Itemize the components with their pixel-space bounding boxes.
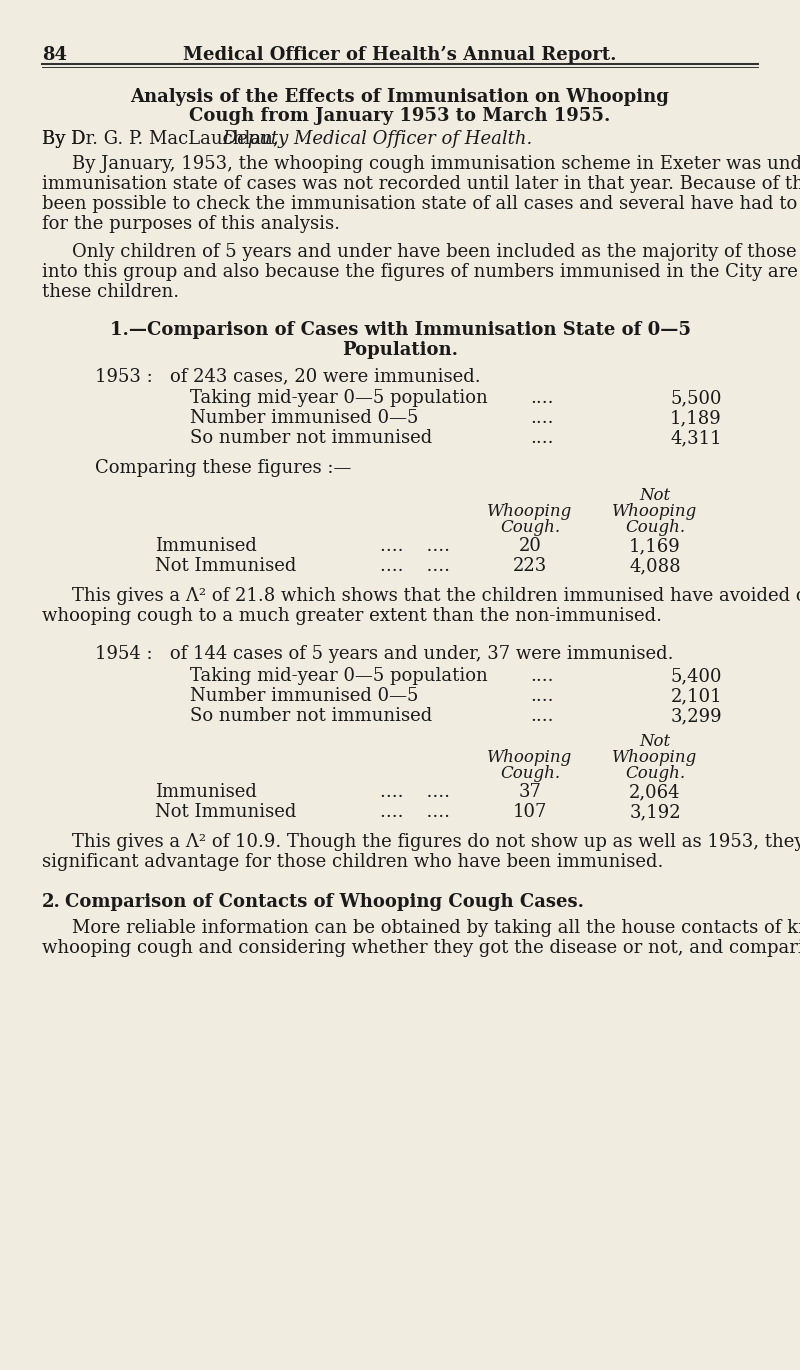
Text: Deputy Medical Officer of Health.: Deputy Medical Officer of Health. (217, 130, 532, 148)
Text: Not: Not (639, 486, 670, 504)
Text: Not: Not (639, 733, 670, 749)
Text: This gives a Λ² of 10.9. Though the figures do not show up as well as 1953, they: This gives a Λ² of 10.9. Though the figu… (72, 833, 800, 851)
Text: 2.: 2. (42, 893, 61, 911)
Text: ....    ....: .... .... (380, 784, 450, 801)
Text: Comparison of Contacts of Whooping Cough Cases.: Comparison of Contacts of Whooping Cough… (65, 893, 584, 911)
Text: 1954 :   of 144 cases of 5 years and under, 37 were immunised.: 1954 : of 144 cases of 5 years and under… (95, 645, 674, 663)
Text: ....: .... (530, 389, 554, 407)
Text: Immunised: Immunised (155, 784, 257, 801)
Text: 1,189: 1,189 (670, 410, 722, 427)
Text: Immunised: Immunised (155, 537, 257, 555)
Text: Number immunised 0—5: Number immunised 0—5 (190, 410, 418, 427)
Text: 4,088: 4,088 (629, 558, 681, 575)
Text: 223: 223 (513, 558, 547, 575)
Text: 3,192: 3,192 (629, 803, 681, 821)
Text: By January, 1953, the whooping cough immunisation scheme in Exeter was under way: By January, 1953, the whooping cough imm… (72, 155, 800, 173)
Text: ....: .... (530, 410, 554, 427)
Text: these children.: these children. (42, 284, 179, 301)
Text: Only children of 5 years and under have been included as the majority of those i: Only children of 5 years and under have … (72, 242, 800, 262)
Text: into this group and also because the figures of numbers immunised in the City ar: into this group and also because the fig… (42, 263, 800, 281)
Text: Number immunised 0—5: Number immunised 0—5 (190, 686, 418, 706)
Text: Taking mid-year 0—5 population: Taking mid-year 0—5 population (190, 667, 488, 685)
Text: ....: .... (530, 429, 554, 447)
Text: Cough.: Cough. (625, 764, 685, 782)
Text: So number not immunised: So number not immunised (190, 707, 432, 725)
Text: Whooping: Whooping (612, 503, 698, 521)
Text: Whooping: Whooping (612, 749, 698, 766)
Text: been possible to check the immunisation state of all cases and several have had : been possible to check the immunisation … (42, 195, 800, 212)
Text: 5,400: 5,400 (670, 667, 722, 685)
Text: 3,299: 3,299 (670, 707, 722, 725)
Text: This gives a Λ² of 21.8 which shows that the children immunised have avoided con: This gives a Λ² of 21.8 which shows that… (72, 586, 800, 606)
Text: 2,064: 2,064 (630, 784, 681, 801)
Text: Analysis of the Effects of Immunisation on Whooping: Analysis of the Effects of Immunisation … (130, 88, 670, 105)
Text: 84: 84 (42, 47, 67, 64)
Text: ....: .... (530, 707, 554, 725)
Text: Cough.: Cough. (500, 519, 560, 536)
Text: Comparing these figures :—: Comparing these figures :— (95, 459, 351, 477)
Text: whooping cough to a much greater extent than the non-immunised.: whooping cough to a much greater extent … (42, 607, 662, 625)
Text: ....    ....: .... .... (380, 803, 450, 821)
Text: Medical Officer of Health’s Annual Report.: Medical Officer of Health’s Annual Repor… (183, 47, 617, 64)
Text: Whooping: Whooping (487, 749, 573, 766)
Text: Not Immunised: Not Immunised (155, 558, 296, 575)
Text: for the purposes of this analysis.: for the purposes of this analysis. (42, 215, 340, 233)
Text: ....: .... (530, 686, 554, 706)
Text: By D: By D (42, 130, 86, 148)
Text: Not Immunised: Not Immunised (155, 803, 296, 821)
Text: 20: 20 (518, 537, 542, 555)
Text: significant advantage for those children who have been immunised.: significant advantage for those children… (42, 854, 663, 871)
Text: 37: 37 (518, 784, 542, 801)
Text: Cough from January 1953 to March 1955.: Cough from January 1953 to March 1955. (190, 107, 610, 125)
Text: 4,311: 4,311 (670, 429, 722, 447)
Text: More reliable information can be obtained by taking all the house contacts of kn: More reliable information can be obtaine… (72, 919, 800, 937)
Text: 1.—Comparison of Cases with Immunisation State of 0—5: 1.—Comparison of Cases with Immunisation… (110, 321, 690, 338)
Text: ....    ....: .... .... (380, 558, 450, 575)
Text: Taking mid-year 0—5 population: Taking mid-year 0—5 population (190, 389, 488, 407)
Text: whooping cough and considering whether they got the disease or not, and comparin: whooping cough and considering whether t… (42, 938, 800, 958)
Text: By Dr. G. P. MacLauchlan,: By Dr. G. P. MacLauchlan, (42, 130, 278, 148)
Text: ....: .... (530, 667, 554, 685)
Text: 1,169: 1,169 (629, 537, 681, 555)
Text: Cough.: Cough. (625, 519, 685, 536)
Text: 5,500: 5,500 (670, 389, 722, 407)
Text: ....    ....: .... .... (380, 537, 450, 555)
Text: Cough.: Cough. (500, 764, 560, 782)
Text: Whooping: Whooping (487, 503, 573, 521)
Text: 1953 :   of 243 cases, 20 were immunised.: 1953 : of 243 cases, 20 were immunised. (95, 367, 481, 385)
Text: Population.: Population. (342, 341, 458, 359)
Text: So number not immunised: So number not immunised (190, 429, 432, 447)
Text: 107: 107 (513, 803, 547, 821)
Text: immunisation state of cases was not recorded until later in that year. Because o: immunisation state of cases was not reco… (42, 175, 800, 193)
Text: 2,101: 2,101 (670, 686, 722, 706)
